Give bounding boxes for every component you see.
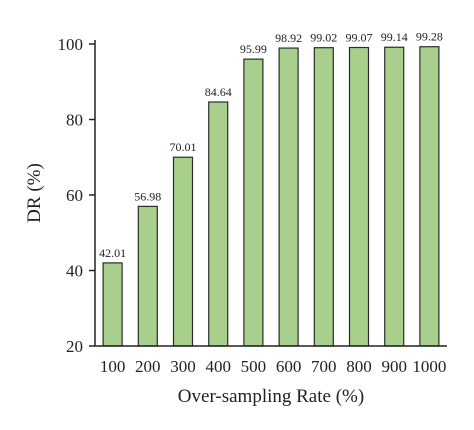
x-tick-label-1000: 1000 [412, 357, 446, 376]
data-labels: 42.01 56.98 70.01 84.64 95.99 98.92 99.02 99.07… [99, 30, 443, 260]
x-tick-label-700: 700 [311, 357, 337, 376]
data-label-600: 98.92 [275, 31, 302, 45]
x-axis-ticks: 100 200 300 400 500 600 700 800 900 1000 [100, 357, 447, 376]
y-axis-ticks: 20 40 60 80 100 [58, 35, 95, 356]
data-label-400: 84.64 [205, 85, 232, 99]
bar-800 [348, 46, 370, 347]
x-tick-label-200: 200 [135, 357, 161, 376]
data-label-500: 95.99 [240, 42, 267, 56]
bar-300 [172, 156, 194, 347]
data-label-900: 99.14 [381, 30, 408, 44]
y-tick-label: 20 [66, 337, 83, 356]
y-axis-title: DR (%) [24, 163, 45, 223]
x-tick-label-500: 500 [241, 357, 267, 376]
data-label-300: 70.01 [170, 140, 197, 154]
bar-400 [208, 101, 229, 347]
x-tick-label-300: 300 [170, 357, 196, 376]
y-tick-label: 80 [66, 111, 83, 130]
data-label-700: 99.02 [310, 31, 337, 45]
x-tick-label-800: 800 [346, 357, 372, 376]
x-tick-label-400: 400 [205, 357, 231, 376]
data-label-1000: 99.28 [416, 30, 443, 44]
bar-500 [243, 58, 264, 347]
x-tick-label-900: 900 [381, 357, 407, 376]
bar-1000 [419, 46, 440, 347]
y-tick-label: 40 [66, 262, 83, 281]
x-tick-label-100: 100 [100, 357, 126, 376]
bar-600 [278, 47, 299, 347]
bar-900 [384, 46, 405, 347]
y-tick-label: 60 [66, 186, 83, 205]
x-tick-label-600: 600 [276, 357, 302, 376]
data-label-100: 42.01 [99, 246, 126, 260]
data-label-800: 99.07 [346, 31, 373, 45]
x-axis-title: Over-sampling Rate (%) [178, 386, 364, 407]
bar-700 [313, 47, 334, 347]
bar-200 [137, 205, 158, 347]
y-tick-label: 100 [58, 35, 84, 54]
bar-100 [102, 262, 123, 347]
data-label-200: 56.98 [134, 189, 161, 203]
